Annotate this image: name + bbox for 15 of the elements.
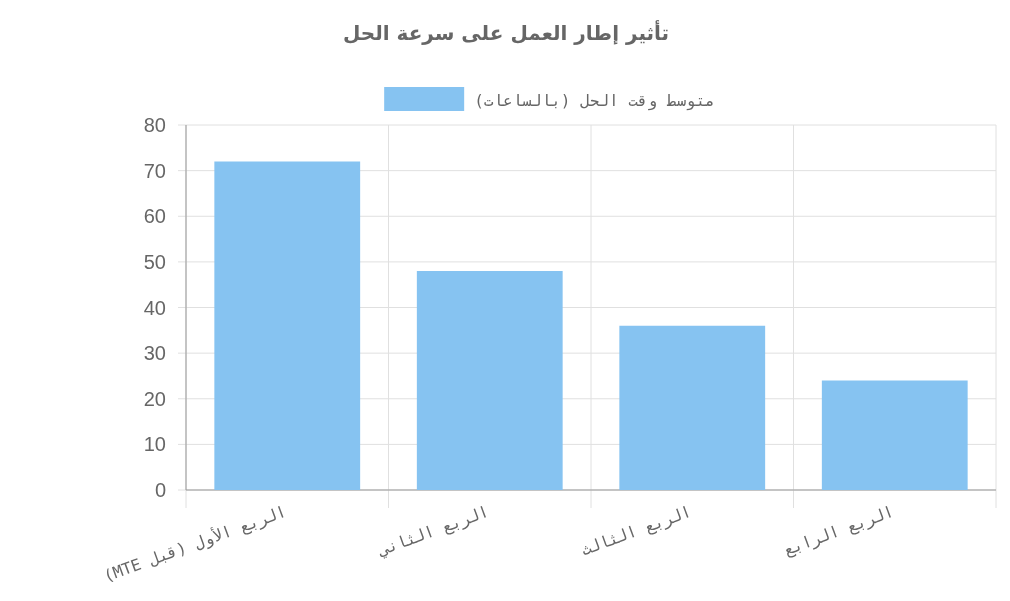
chart-title: تأثير إطار العمل على سرعة الحل (342, 19, 670, 45)
x-tick-label: الربع الأول (قبل MTE) (100, 500, 289, 587)
y-tick-label: 80 (143, 114, 166, 136)
y-tick-label: 30 (143, 342, 166, 365)
y-tick-label: 60 (143, 205, 166, 228)
y-tick-label: 0 (154, 479, 166, 501)
x-tick-label: الربع الثاني (374, 501, 492, 561)
y-tick-label: 70 (143, 159, 166, 182)
y-tick-label: 10 (143, 433, 166, 456)
y-tick-label: 50 (143, 250, 166, 273)
x-tick-label: الربع الرابع (781, 501, 897, 561)
legend-label: متوسط وقت الحل (بالساعات) (474, 91, 715, 111)
x-tick-label: الربع الثالث (578, 501, 694, 561)
y-tick-label: 40 (143, 296, 166, 319)
y-tick-label: 20 (143, 387, 166, 410)
